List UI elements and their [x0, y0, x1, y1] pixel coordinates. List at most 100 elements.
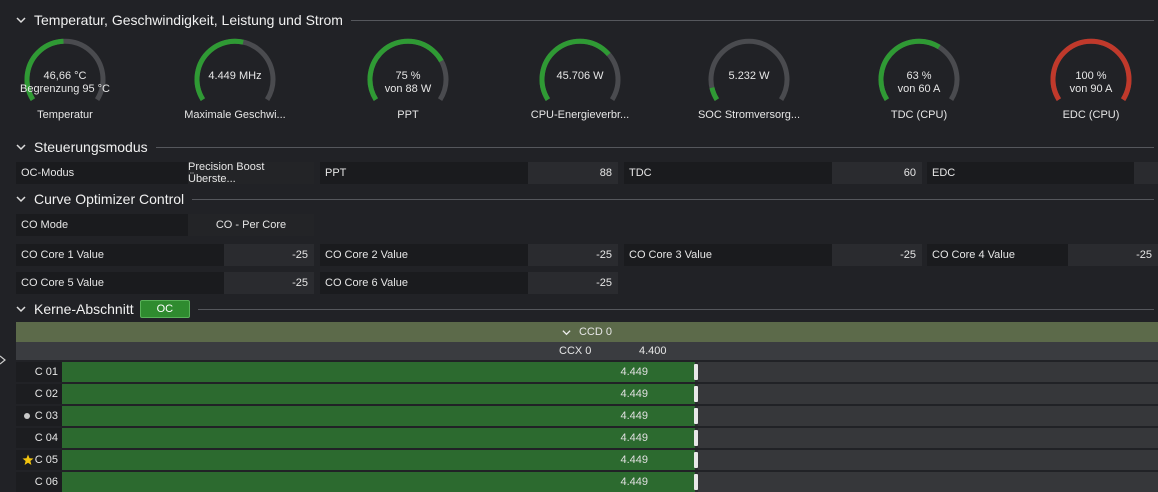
- core-frequency-value: 4.449: [620, 476, 648, 488]
- core-bar-track: [698, 428, 1158, 448]
- core-name: C 02: [16, 384, 62, 404]
- co-core-1-field: CO Core 1 Value -25: [16, 244, 314, 266]
- section-header-curve[interactable]: Curve Optimizer Control: [16, 189, 1158, 209]
- core-row-c04: C 04 4.449: [16, 428, 1158, 448]
- oc-mode-badge[interactable]: OC: [139, 300, 191, 318]
- co-core-5-field: CO Core 5 Value -25: [16, 272, 314, 294]
- core-name: C 03: [16, 406, 62, 426]
- co-core-input[interactable]: -25: [832, 244, 922, 266]
- gauge-label: CPU-Energieverbr...: [530, 109, 630, 121]
- gauge-label: EDC (CPU): [1062, 109, 1120, 121]
- gauge-value: 75 %: [395, 70, 421, 82]
- core-frequency-value: 4.449: [620, 410, 648, 422]
- gauge-value: 45.706 W: [556, 70, 604, 82]
- gauge-edc: 100 % von 90 A EDC (CPU): [1031, 33, 1151, 123]
- core-bar-track: [698, 406, 1158, 426]
- gauge-soc-power: 5.232 W SOC Stromversorg...: [689, 33, 809, 123]
- core-frequency-value: 4.449: [620, 432, 648, 444]
- co-core-input[interactable]: -25: [1068, 244, 1158, 266]
- core-frequency-bar: [62, 384, 695, 404]
- co-core-label: CO Core 2 Value: [325, 249, 408, 261]
- core-slider-handle[interactable]: [694, 452, 698, 468]
- oc-mode-select[interactable]: Precision Boost Überste...: [188, 161, 314, 185]
- gauge-arc: [708, 38, 790, 101]
- co-mode-label: CO Mode: [21, 219, 69, 231]
- core-row-c05: C 05 4.449: [16, 450, 1158, 470]
- tdc-label: TDC: [629, 167, 652, 179]
- ccd-title: CCD 0: [578, 326, 612, 338]
- ccd-header[interactable]: CCD 0: [16, 322, 1158, 342]
- gauge-tdc: 63 % von 60 A TDC (CPU): [859, 33, 979, 123]
- co-core-label: CO Core 3 Value: [629, 249, 712, 261]
- gauge-subvalue: Begrenzung 95 °C: [19, 83, 110, 95]
- gauge-ppt: 75 % von 88 W PPT: [348, 33, 468, 123]
- co-core-input[interactable]: -25: [224, 272, 314, 294]
- tdc-input[interactable]: 60: [832, 162, 922, 184]
- gauge-max-speed: 4.449 MHz Maximale Geschwi...: [175, 33, 295, 123]
- core-slider-handle[interactable]: [694, 430, 698, 446]
- core-frequency-value: 4.449: [620, 454, 648, 466]
- core-bar-track: [698, 384, 1158, 404]
- section-header-temp[interactable]: Temperatur, Geschwindigkeit, Leistung un…: [16, 10, 1158, 30]
- co-mode-select[interactable]: CO - Per Core: [188, 214, 314, 236]
- gauge-value: 5.232 W: [728, 70, 770, 82]
- core-name: C 01: [16, 362, 62, 382]
- ppt-label: PPT: [325, 167, 347, 179]
- co-core-input[interactable]: -25: [224, 244, 314, 266]
- co-core-2-field: CO Core 2 Value -25: [320, 244, 618, 266]
- core-slider-handle[interactable]: [694, 408, 698, 424]
- ppt-field: PPT 88: [320, 162, 618, 184]
- core-slider-handle[interactable]: [694, 386, 698, 402]
- chevron-down-icon[interactable]: [16, 142, 26, 152]
- section-divider: [155, 146, 1154, 148]
- section-divider: [198, 308, 1154, 310]
- ccx-value: 4.400: [639, 345, 667, 357]
- chevron-down-icon[interactable]: [562, 328, 571, 337]
- core-name: C 06: [16, 472, 62, 492]
- section-title: Curve Optimizer Control: [34, 191, 185, 207]
- core-slider-handle[interactable]: [694, 364, 698, 380]
- tdc-field: TDC 60: [624, 162, 922, 184]
- co-core-input[interactable]: -25: [528, 272, 618, 294]
- co-core-input[interactable]: -25: [528, 244, 618, 266]
- co-core-label: CO Core 5 Value: [21, 277, 104, 289]
- gauge-label: Temperatur: [37, 109, 93, 121]
- core-slider-handle[interactable]: [694, 474, 698, 490]
- edc-field: EDC: [927, 162, 1158, 184]
- section-header-cores[interactable]: Kerne-Abschnitt OC: [16, 299, 1158, 319]
- ppt-input[interactable]: 88: [528, 162, 618, 184]
- core-row-c03: C 03 4.449: [16, 406, 1158, 426]
- gauge-value: 46,66 °C: [43, 70, 87, 82]
- gauge-arc: [24, 38, 106, 101]
- gauge-subvalue: von 90 A: [1069, 83, 1113, 95]
- gauge-arc: [539, 38, 621, 101]
- chevron-down-icon[interactable]: [16, 15, 26, 25]
- chevron-down-icon[interactable]: [16, 194, 26, 204]
- oc-mode-field: OC-Modus Precision Boost Überste...: [16, 161, 314, 185]
- section-divider: [350, 19, 1154, 21]
- gauge-arc: [1050, 38, 1132, 101]
- core-bar-track: [698, 472, 1158, 492]
- gauge-cpu-power: 45.706 W CPU-Energieverbr...: [520, 33, 640, 123]
- ccx-label: CCX 0: [559, 345, 592, 357]
- gauge-subvalue: von 88 W: [384, 83, 432, 95]
- gauge-arc: [194, 38, 276, 101]
- chevron-down-icon[interactable]: [16, 304, 26, 314]
- gauge-temperature: 46,66 °C Begrenzung 95 °C Temperatur: [5, 33, 125, 123]
- gauge-value: 100 %: [1075, 70, 1107, 82]
- core-frequency-bar: [62, 428, 695, 448]
- section-divider: [192, 198, 1154, 200]
- section-header-control[interactable]: Steuerungsmodus: [16, 137, 1158, 157]
- gauge-arc: [367, 38, 449, 101]
- gauge-label: PPT: [397, 109, 419, 121]
- section-title: Kerne-Abschnitt: [34, 301, 134, 317]
- section-title: Temperatur, Geschwindigkeit, Leistung un…: [34, 12, 343, 28]
- gauge-value: 63 %: [906, 70, 932, 82]
- core-bar-track: [698, 362, 1158, 382]
- ccx-header: CCX 0 4.400: [16, 342, 1158, 360]
- edc-input[interactable]: [1134, 162, 1158, 184]
- co-core-4-field: CO Core 4 Value -25: [927, 244, 1158, 266]
- gauge-value: 4.449 MHz: [208, 70, 262, 82]
- core-frequency-bar: [62, 450, 695, 470]
- core-frequency-value: 4.449: [620, 366, 648, 378]
